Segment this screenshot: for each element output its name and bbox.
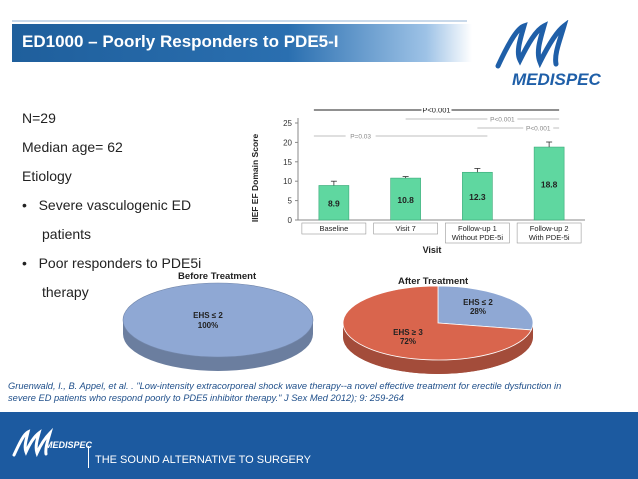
bullet-dot: • bbox=[22, 197, 27, 213]
citation: Gruenwald, I., B. Appel, et al. . "Low-i… bbox=[8, 380, 633, 404]
y-tick-label: 25 bbox=[283, 119, 292, 128]
bar-value-label: 12.3 bbox=[469, 192, 486, 202]
bullet-dot: • bbox=[22, 255, 27, 271]
significance-label: P<0.001 bbox=[490, 117, 515, 124]
pie-side bbox=[123, 320, 313, 371]
bullet-item-1: • Severe vasculogenic ED bbox=[22, 191, 242, 220]
medispec-logo-text: MEDISPEC bbox=[512, 70, 601, 89]
pie-slice-pct: 28% bbox=[470, 307, 486, 316]
median-age-text: Median age= 62 bbox=[22, 139, 123, 155]
n-text: N=29 bbox=[22, 110, 56, 126]
footer-bar bbox=[0, 412, 638, 479]
pie-slice-label: EHS ≤ 2 bbox=[463, 298, 493, 307]
category-label: With PDE-5i bbox=[529, 233, 570, 242]
bullet-list: N=29 Median age= 62 Etiology • Severe va… bbox=[22, 104, 242, 307]
bullet-item-2: • Poor responders to PDE5i bbox=[22, 249, 242, 278]
pie-after-title: After Treatment bbox=[398, 276, 469, 287]
medispec-logo-icon bbox=[495, 19, 569, 69]
category-label: Baseline bbox=[319, 224, 348, 233]
category-label: Visit 7 bbox=[395, 224, 415, 233]
title-bar: ED1000 – Poorly Responders to PDE5-I bbox=[12, 24, 472, 62]
significance-label-bg bbox=[421, 108, 452, 113]
bar bbox=[462, 171, 493, 221]
significance-label: P<0.001 bbox=[526, 126, 551, 133]
bar bbox=[533, 146, 565, 221]
bullet-item-2-line2: therapy bbox=[42, 284, 89, 300]
bullet-item-1-line2: patients bbox=[42, 226, 92, 242]
significance-label: P=0.03 bbox=[350, 134, 371, 141]
y-tick-label: 5 bbox=[288, 197, 293, 206]
category-label-box bbox=[373, 222, 438, 235]
footer-logo-text: MEDISPEC bbox=[45, 440, 93, 450]
bar-chart-annotations: P<0.001 P<0.001 P<0.001 P=0.03 bbox=[313, 108, 560, 141]
bar bbox=[390, 177, 421, 221]
bar-value-label: 18.8 bbox=[541, 180, 558, 190]
pie-slice bbox=[342, 285, 532, 361]
bullet-item-1-line1: Severe vasculogenic ED bbox=[38, 197, 192, 213]
bar-value-label: 8.9 bbox=[328, 199, 340, 209]
medispec-logo: MEDISPEC bbox=[490, 19, 620, 92]
y-tick-label: 10 bbox=[283, 177, 292, 186]
title-top-rule bbox=[12, 20, 467, 22]
citation-line-1: Gruenwald, I., B. Appel, et al. . "Low-i… bbox=[8, 381, 562, 391]
category-label: Follow-up 1 bbox=[458, 224, 497, 233]
pie-after-treatment: EHS ≤ 228% EHS ≥ 372% bbox=[342, 285, 534, 374]
category-label-box bbox=[445, 222, 510, 244]
y-tick-label: 20 bbox=[283, 138, 292, 147]
bar-chart-ylabel: IIEF EF Domain Score bbox=[250, 134, 260, 223]
category-label: Follow-up 2 bbox=[530, 224, 569, 233]
slide-title: ED1000 – Poorly Responders to PDE5-I bbox=[22, 32, 339, 51]
pie-before-title: Before Treatment bbox=[178, 271, 257, 282]
etiology-text: Etiology bbox=[22, 168, 72, 184]
pie-slice bbox=[437, 285, 534, 331]
category-label: Without PDE-5i bbox=[452, 233, 504, 242]
bar bbox=[318, 185, 350, 221]
y-tick-label: 0 bbox=[288, 216, 293, 225]
y-tick-label: 15 bbox=[283, 158, 292, 167]
bar-chart-marks: 8.9 10.8 12.3 18.8 bbox=[318, 141, 565, 221]
category-label-box bbox=[301, 222, 367, 235]
bullet-item-2-line1: Poor responders to PDE5i bbox=[38, 255, 202, 271]
category-label-box bbox=[516, 222, 582, 244]
significance-label: P<0.001 bbox=[422, 108, 450, 115]
pie-slice-pct: 72% bbox=[400, 337, 416, 346]
pie-slice-label: EHS ≤ 2 bbox=[193, 311, 223, 320]
significance-label-bg bbox=[345, 132, 376, 139]
pie-slice bbox=[122, 282, 314, 358]
footer-logo-icon bbox=[12, 428, 53, 458]
significance-label-bg bbox=[523, 124, 554, 131]
pie-side bbox=[343, 323, 533, 374]
footer-divider bbox=[88, 446, 89, 468]
bar-chart-xlabel: Visit bbox=[423, 245, 442, 255]
bar-value-label: 10.8 bbox=[397, 195, 414, 205]
citation-line-2: severe ED patients who respond poorly to… bbox=[8, 393, 404, 403]
pie-slice-label: EHS ≥ 3 bbox=[393, 328, 423, 337]
significance-label-bg bbox=[487, 115, 518, 122]
pie-slice-pct: 100% bbox=[198, 321, 218, 330]
footer-tagline: THE SOUND ALTERNATIVE TO SURGERY bbox=[95, 454, 311, 466]
